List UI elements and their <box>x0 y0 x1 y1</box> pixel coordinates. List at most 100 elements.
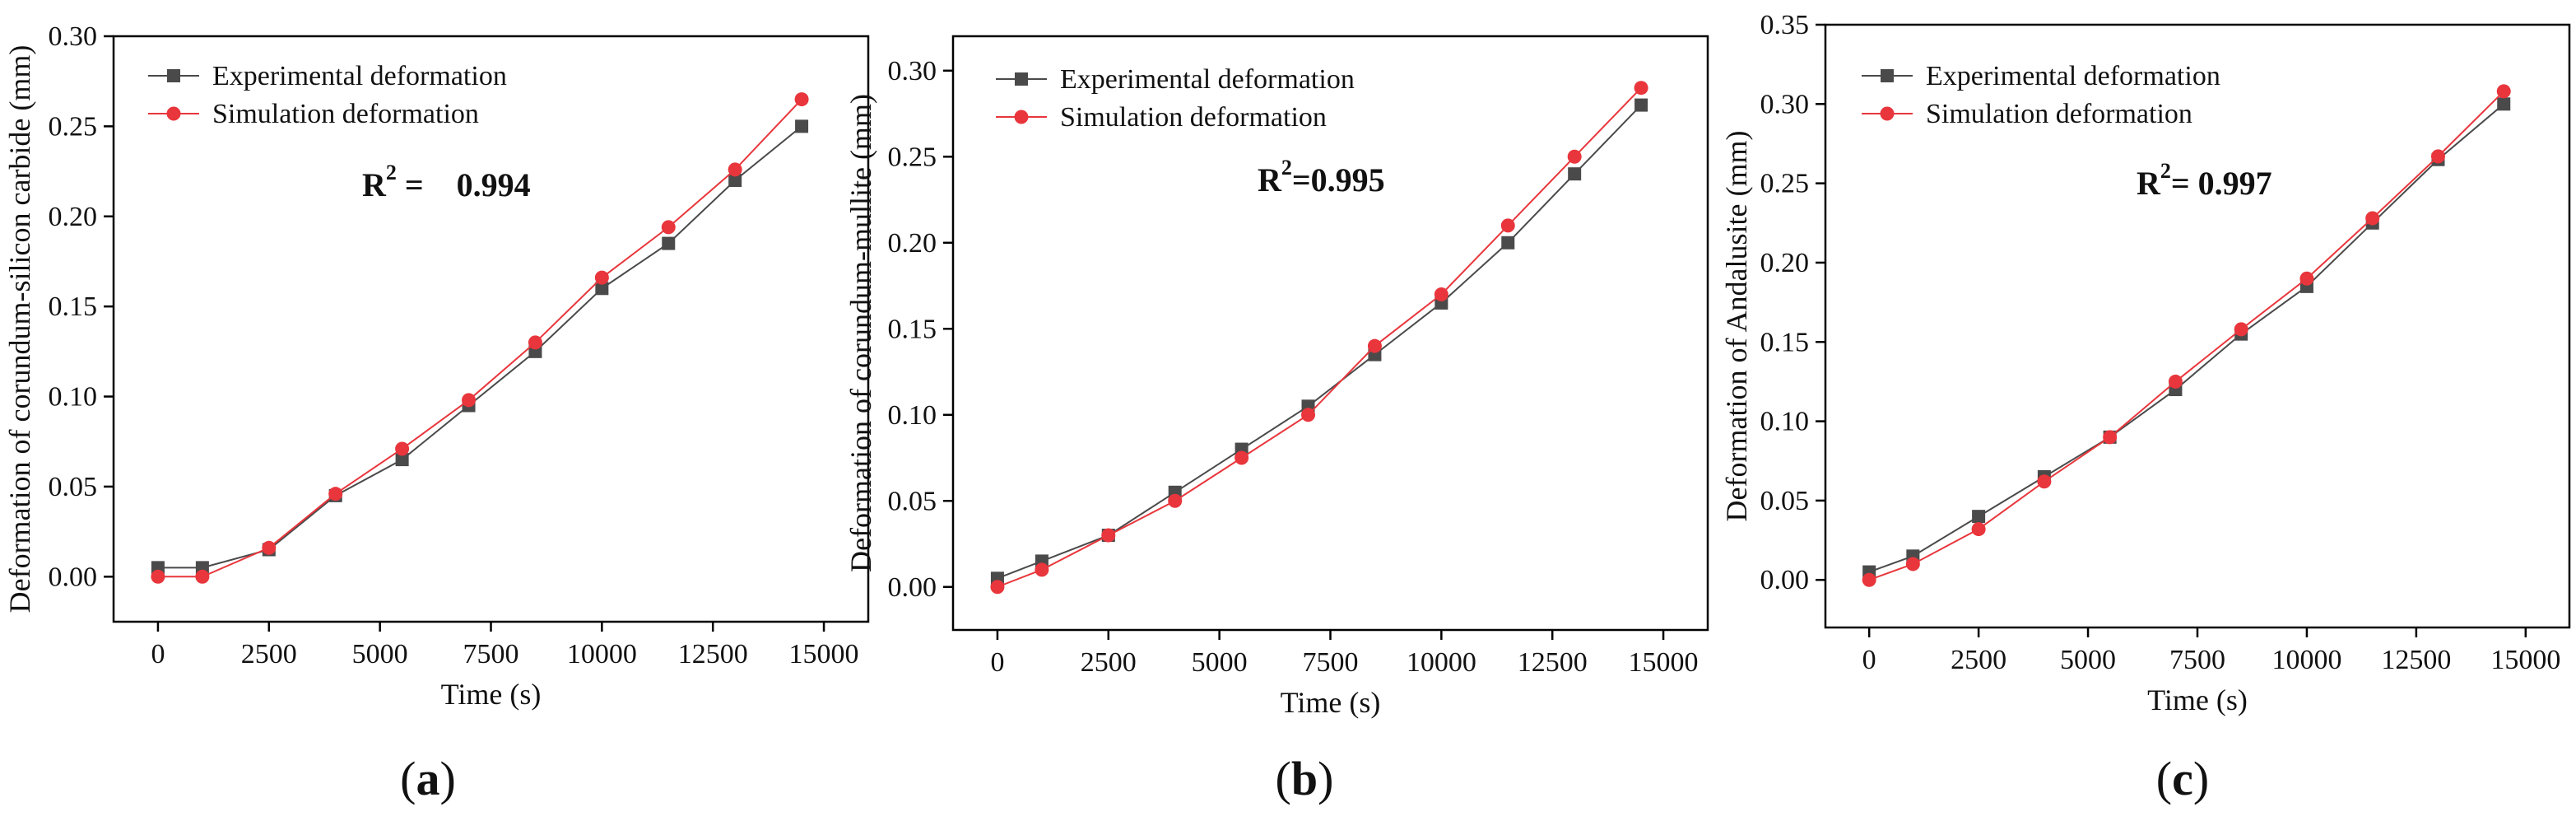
data-point-experimental <box>395 453 409 467</box>
y-tick-label: 0.30 <box>49 21 98 52</box>
legend-label: Simulation deformation <box>212 99 479 129</box>
data-point-experimental <box>728 174 742 188</box>
data-point-simulation <box>1434 287 1448 301</box>
legend-label: Simulation deformation <box>1060 102 1327 133</box>
y-tick-label: 0.10 <box>888 400 937 431</box>
legend-marker-circle <box>1014 110 1029 124</box>
x-tick-label: 5000 <box>2060 645 2116 675</box>
data-point-simulation <box>2037 474 2052 489</box>
legend-marker-square <box>1881 69 1894 82</box>
legend-marker-square <box>1015 72 1028 86</box>
panel-label: (b) <box>1276 752 1334 805</box>
x-tick-label: 12500 <box>1518 647 1588 678</box>
x-tick-label: 15000 <box>1629 647 1699 678</box>
y-tick-label: 0.25 <box>49 111 98 142</box>
data-point-simulation <box>1567 149 1582 164</box>
r-squared-annotation: R2=0.995 <box>1258 156 1385 198</box>
panel-label: (c) <box>2156 752 2209 805</box>
x-tick-label: 2500 <box>241 639 297 669</box>
legend-marker-square <box>167 69 180 82</box>
x-tick-label: 0 <box>1862 645 1876 675</box>
data-point-simulation <box>1168 493 1183 508</box>
x-tick-label: 5000 <box>352 639 408 669</box>
data-point-simulation <box>1367 338 1382 353</box>
y-tick-label: 0.20 <box>49 202 98 232</box>
legend-marker-circle <box>166 106 181 121</box>
data-point-simulation <box>151 569 165 584</box>
x-tick-label: 12500 <box>678 639 748 669</box>
x-tick-label: 2500 <box>1081 647 1137 678</box>
y-axis-title: Deformation of corundum-silicon carbide … <box>3 45 36 613</box>
data-point-simulation <box>462 393 477 408</box>
y-axis-title: Deformation of corundum-mullite (mm) <box>844 94 877 572</box>
data-point-simulation <box>2365 211 2380 226</box>
data-point-simulation <box>794 92 809 107</box>
data-point-simulation <box>328 487 343 501</box>
data-point-simulation <box>1500 218 1515 233</box>
x-tick-label: 7500 <box>463 639 519 669</box>
data-point-simulation <box>1905 557 1920 571</box>
data-point-simulation <box>1035 562 1049 577</box>
y-tick-label: 0.20 <box>1760 248 1810 278</box>
y-axis-title: Deformation of Andalusite (mm) <box>1720 131 1753 522</box>
x-tick-label: 0 <box>151 639 165 669</box>
x-axis-title: Time (s) <box>2147 683 2248 716</box>
data-point-simulation <box>2299 271 2314 286</box>
x-tick-label: 10000 <box>567 639 637 669</box>
data-point-simulation <box>195 569 210 584</box>
x-tick-label: 12500 <box>2381 645 2451 675</box>
x-tick-label: 5000 <box>1192 647 1248 678</box>
r-squared-annotation: R2 = 0.994 <box>362 161 531 203</box>
x-tick-label: 10000 <box>1407 647 1476 678</box>
data-point-simulation <box>661 220 676 235</box>
data-point-simulation <box>990 580 1005 595</box>
data-point-experimental <box>1634 98 1648 112</box>
data-point-experimental <box>1501 236 1515 250</box>
legend-label: Simulation deformation <box>1926 99 2192 129</box>
data-point-simulation <box>1235 450 1249 465</box>
data-point-simulation <box>1101 528 1116 543</box>
x-tick-label: 7500 <box>1303 647 1359 678</box>
data-point-simulation <box>2496 84 2511 99</box>
x-tick-label: 15000 <box>789 639 859 669</box>
chart-panel-a: 0 2500 5000 7500 10000 12500 15000 0.00 0.05 0.10… <box>3 21 870 805</box>
data-point-experimental <box>1972 510 1986 524</box>
y-tick-label: 0.25 <box>1760 169 1810 199</box>
data-point-experimental <box>662 236 676 250</box>
x-tick-label: 10000 <box>2271 645 2341 675</box>
data-point-simulation <box>1971 522 1986 537</box>
panel-label: (a) <box>400 752 456 805</box>
chart-panel-c: 0 2500 5000 7500 10000 12500 15000 0.00 0.05 0.10… <box>1720 10 2571 805</box>
y-tick-label: 0.00 <box>1760 565 1810 595</box>
legend-marker-circle <box>1880 106 1895 121</box>
r-squared-annotation: R2= 0.997 <box>2137 159 2272 202</box>
data-point-experimental <box>795 119 809 133</box>
data-point-simulation <box>1634 81 1648 96</box>
x-tick-label: 7500 <box>2169 645 2225 675</box>
data-point-simulation <box>728 162 742 177</box>
y-tick-label: 0.25 <box>888 142 937 172</box>
x-axis-title: Time (s) <box>441 678 542 711</box>
y-tick-label: 0.05 <box>49 472 98 502</box>
data-point-simulation <box>2103 430 2118 445</box>
data-point-simulation <box>395 441 410 456</box>
data-point-experimental <box>595 282 609 296</box>
x-axis-title: Time (s) <box>1281 686 1381 719</box>
x-tick-label: 15000 <box>2490 645 2560 675</box>
data-point-simulation <box>1301 408 1316 422</box>
data-point-simulation <box>1862 572 1876 587</box>
data-point-simulation <box>594 270 609 285</box>
y-tick-label: 0.00 <box>888 572 937 603</box>
data-point-experimental <box>1568 167 1582 181</box>
y-tick-label: 0.10 <box>1760 407 1810 437</box>
data-point-experimental <box>2497 97 2511 111</box>
legend-label: Experimental deformation <box>1926 61 2220 91</box>
y-tick-label: 0.15 <box>888 314 937 344</box>
chart-panel-b: 0 2500 5000 7500 10000 12500 15000 0.00 0.05 0.10… <box>844 35 1709 805</box>
data-point-simulation <box>262 540 277 555</box>
y-tick-label: 0.20 <box>888 228 937 259</box>
y-tick-label: 0.15 <box>49 292 98 322</box>
y-tick-label: 0.30 <box>1760 89 1810 119</box>
x-tick-label: 0 <box>990 647 1004 678</box>
